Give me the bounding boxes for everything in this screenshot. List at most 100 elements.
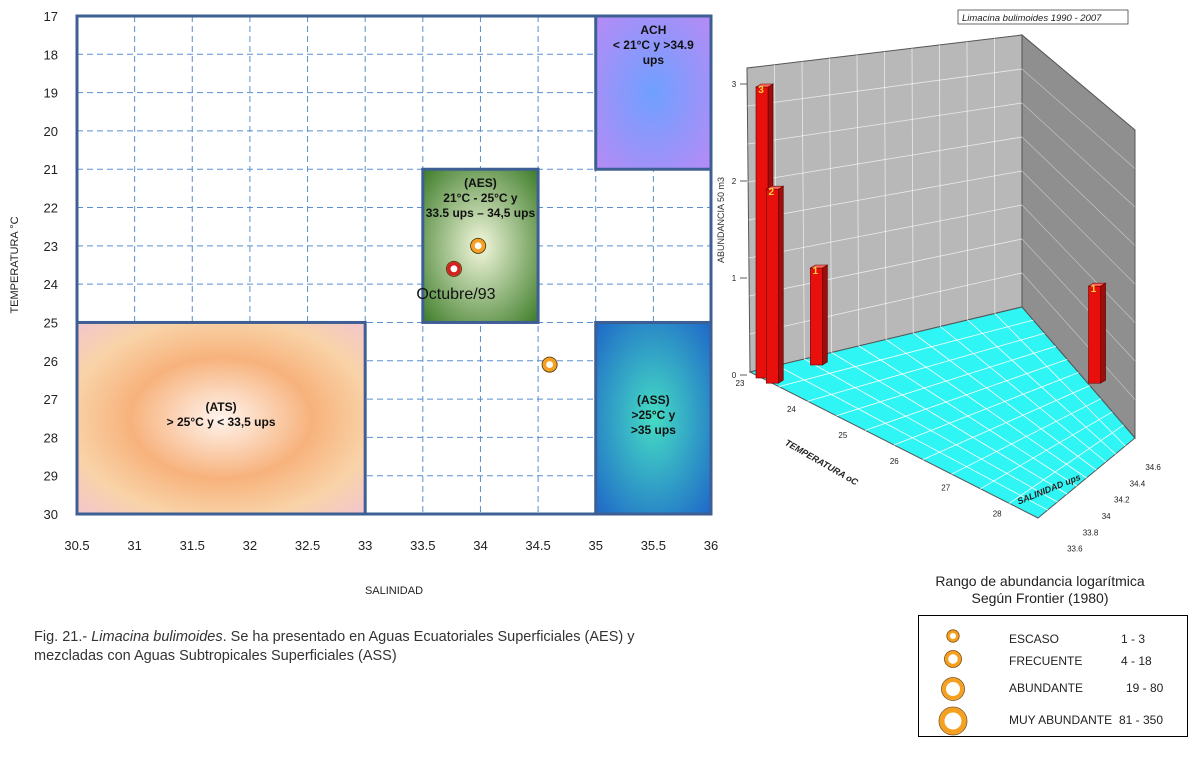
caption-text: . Se ha presentado en Aguas Ecuatoriales… xyxy=(34,629,635,664)
region-label: ups xyxy=(643,53,665,67)
bar-top xyxy=(1087,282,1107,287)
legend-item-range: 4 - 18 xyxy=(1121,654,1152,668)
region-label: (AES) xyxy=(464,176,497,190)
temperature-tick-label: 25 xyxy=(838,431,847,440)
temperature-tick-label: 27 xyxy=(941,483,950,492)
legend-item-range: 1 - 3 xyxy=(1121,632,1146,646)
data-point xyxy=(541,356,558,373)
y-axis-label: TEMPERATURA °C xyxy=(9,216,21,313)
y-tick-label: 21 xyxy=(44,162,58,177)
y-tick-label: 20 xyxy=(44,124,58,139)
x-tick-label: 31.5 xyxy=(180,538,205,553)
point-ring xyxy=(542,357,557,372)
abundance-legend: ESCASO 1 - 3 FRECUENTE 4 - 18 ABUNDANTE … xyxy=(918,615,1188,737)
region-fill xyxy=(595,16,711,170)
bar-front xyxy=(765,188,779,384)
z-tick-label: 0 xyxy=(732,371,737,380)
chart-title: Limacina bulimoides 1990 - 2007 xyxy=(962,13,1102,24)
y-tick-label: 27 xyxy=(44,392,58,407)
floor-grid-line xyxy=(951,398,1102,475)
legend-item-name: ESCASO xyxy=(1009,632,1060,646)
x-tick-label: 31 xyxy=(127,538,141,553)
region-label: > 25°C y < 33,5 ups xyxy=(167,415,276,429)
marker-small-icon xyxy=(946,629,960,643)
x-tick-label: 36 xyxy=(704,538,718,553)
region-fill xyxy=(77,322,366,514)
marker-medium-icon xyxy=(944,650,962,668)
temperature-tick-label: 23 xyxy=(736,379,745,388)
salinity-tick-label: 33.8 xyxy=(1083,528,1099,537)
wall-grid-line xyxy=(749,238,1023,297)
bar-front xyxy=(810,267,823,366)
region-label: 33.5 ups – 34,5 ups xyxy=(426,206,536,220)
temperature-tick-label: 24 xyxy=(787,405,796,414)
y-tick-label: 29 xyxy=(44,469,58,484)
x-tick-label: 34.5 xyxy=(525,538,550,553)
floor-grid-line xyxy=(922,385,1090,460)
wall-grid-line xyxy=(747,68,1023,107)
floor xyxy=(748,306,1136,519)
bar-front xyxy=(1088,285,1101,384)
y-tick-label: 17 xyxy=(44,9,58,24)
point-label: Octubre/93 xyxy=(416,286,495,303)
bar: 1 xyxy=(1087,282,1107,384)
bar-top xyxy=(809,264,829,269)
legend-item-escaso: ESCASO 1 - 3 xyxy=(919,629,1189,652)
bar-side xyxy=(822,264,828,366)
z-tick-label: 3 xyxy=(732,80,737,89)
wall-grid-line xyxy=(748,204,1023,259)
region-label: (ASS) xyxy=(637,393,670,407)
bar-value-label: 1 xyxy=(1091,284,1097,295)
floor-grid-line xyxy=(994,313,1126,447)
region-label: >35 ups xyxy=(631,423,676,437)
x-tick-label: 30.5 xyxy=(64,538,89,553)
caption-prefix: Fig. 21.- xyxy=(34,629,92,645)
x-tick-label: 34 xyxy=(473,538,487,553)
x-tick-label: 32.5 xyxy=(295,538,320,553)
floor-grid-line xyxy=(967,319,1116,455)
x-tick-label: 35.5 xyxy=(641,538,666,553)
plot-border xyxy=(75,14,713,516)
legend-item-frecuente: FRECUENTE 4 - 18 xyxy=(919,650,1189,674)
y-tick-label: 30 xyxy=(44,507,58,522)
caption-species: Limacina bulimoides xyxy=(91,629,223,645)
region-label: ACH xyxy=(640,23,666,37)
z-tick-label: 2 xyxy=(732,177,737,186)
region-border xyxy=(594,320,713,516)
temperature-tick-label: 26 xyxy=(890,457,899,466)
wall-grid-line xyxy=(748,136,1023,183)
wall-grid-line xyxy=(1021,102,1136,208)
region-ass: (ASS)>25°C y>35 ups xyxy=(595,322,711,514)
region-border xyxy=(75,320,367,516)
z-tick-label: 1 xyxy=(732,274,737,283)
data-point: Octubre/93 xyxy=(416,260,496,303)
x-tick-label: 33.5 xyxy=(410,538,435,553)
legend-item-range: 19 - 80 xyxy=(1126,681,1164,695)
region-label: < 21°C y >34.9 xyxy=(613,38,694,52)
floor-grid-line xyxy=(1008,424,1124,504)
wall-grid-line xyxy=(1021,136,1136,246)
wall-grid-line xyxy=(1021,68,1136,169)
salinity-tick-label: 33.6 xyxy=(1067,545,1083,554)
wall-grid-line xyxy=(1021,170,1136,285)
region-fill xyxy=(595,322,711,514)
legend-item-name: MUY ABUNDANTE xyxy=(1009,713,1113,727)
floor-grid-line xyxy=(912,332,1097,471)
region-ats: (ATS)> 25°C y < 33,5 ups xyxy=(77,322,366,514)
region-label: >25°C y xyxy=(631,408,675,422)
y-tick-label: 19 xyxy=(44,86,58,101)
legend-item-abundante: ABUNDANTE 19 - 80 xyxy=(919,677,1189,701)
floor-grid-line xyxy=(893,372,1079,446)
y-tick-label: 28 xyxy=(44,430,58,445)
salinity-tick-label: 34.4 xyxy=(1130,479,1146,488)
legend-item-range: 81 - 350 xyxy=(1119,713,1164,727)
salinity-tick-label: 34.2 xyxy=(1114,496,1130,505)
region-label: (ATS) xyxy=(206,400,237,414)
y-tick-label: 23 xyxy=(44,239,58,254)
region-label: 21°C - 25°C y xyxy=(443,191,518,205)
y-tick-label: 24 xyxy=(44,277,58,292)
y-tick-label: 25 xyxy=(44,315,58,330)
